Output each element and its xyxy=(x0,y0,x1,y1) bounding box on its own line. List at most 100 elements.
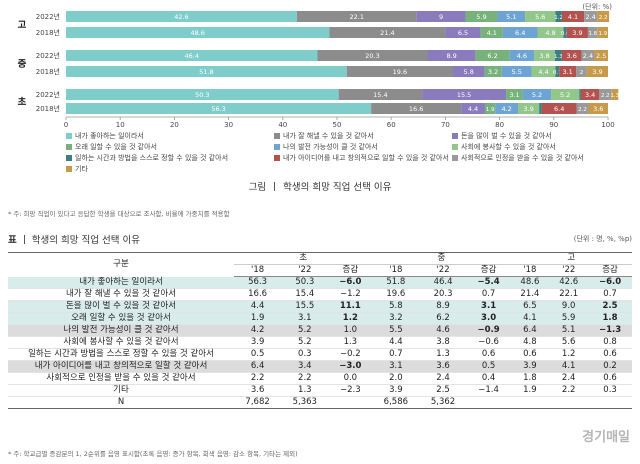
chart-unit: (단위: %) xyxy=(582,3,612,11)
x-tick-label: 40 xyxy=(278,121,287,129)
bar-segment xyxy=(554,50,562,61)
table-cell: 5.6 xyxy=(549,336,589,349)
table-header: 표 학생의 희망 직업 선택 이유 (단위 : 명, %, %p) xyxy=(8,232,632,246)
table-cell: 21.4 xyxy=(510,288,550,301)
bar-segment xyxy=(534,50,555,61)
legend-item: 오래 일할 수 있을 것 같아서 xyxy=(66,142,274,152)
table-cell: 5,363 xyxy=(281,396,329,409)
legend-item: 나의 발전 가능성이 클 것 같아서 xyxy=(274,142,452,152)
bar-segment xyxy=(502,27,538,38)
x-tick-label: 30 xyxy=(224,121,233,129)
data-label: 16.6 xyxy=(409,105,423,113)
table-cell: 3.9 xyxy=(372,384,420,397)
bar-segment xyxy=(584,11,598,22)
year-label: 2022년 xyxy=(36,51,60,60)
bar-segment xyxy=(66,11,297,22)
group-label: 고 xyxy=(18,20,27,31)
data-label: 48.6 xyxy=(190,29,204,37)
table-row: 나의 발전 가능성이 클 것 같아서 4.2 5.2 1.0 5.5 4.6 −0.9 6.4… xyxy=(8,324,632,337)
legend-swatch xyxy=(66,133,72,139)
data-label: 4.1 xyxy=(487,29,497,37)
table-cell: 0.2 xyxy=(588,360,632,373)
table-cell: 5.9 xyxy=(549,312,589,325)
row-label: 내가 좋아하는 일이라서 xyxy=(8,276,234,289)
data-label: 3.1 xyxy=(509,91,519,99)
table-cell: 56.3 xyxy=(234,276,282,289)
sub-header: '22 xyxy=(419,264,467,277)
table-row: 내가 잘 해낼 수 있을 것 같아서 16.6 15.4 −1.2 19.6 20.3 0.… xyxy=(8,288,632,301)
bar-segment xyxy=(561,11,585,22)
table-cell: −1.3 xyxy=(588,324,632,337)
watermark: 경기매일 xyxy=(582,430,630,445)
table-cell: 15.5 xyxy=(281,300,329,313)
group-header: 중 xyxy=(372,252,511,265)
legend-item: 내가 잘 해낼 수 있을 것 같아서 xyxy=(274,131,452,141)
table-cell xyxy=(510,396,550,409)
data-label: 3.9 xyxy=(523,105,533,113)
data-label: 51.8 xyxy=(199,68,213,76)
table-cell: 9.0 xyxy=(549,300,589,313)
x-tick-label: 70 xyxy=(441,121,450,129)
legend-swatch xyxy=(274,155,280,161)
data-label: 4.2 xyxy=(501,105,511,113)
table-cell: 51.8 xyxy=(372,276,420,289)
legend-swatch xyxy=(66,166,72,172)
table-cell: 5.8 xyxy=(372,300,420,313)
data-label: 2.2 xyxy=(599,15,608,21)
table-cell xyxy=(466,396,511,409)
row-label: 돈을 많이 벌 수 있을 것 같아서 xyxy=(8,300,234,313)
data-label: 21.4 xyxy=(380,29,394,37)
data-label: 6.4 xyxy=(515,29,525,37)
data-label: 2.4 xyxy=(585,13,595,21)
x-tick-label: 100 xyxy=(601,121,614,129)
table-row: 기타 3.6 1.3 −2.3 3.9 2.5 −1.4 1.9 2.2 0.3 xyxy=(8,384,632,397)
table-cell: 0.6 xyxy=(510,348,550,361)
table-cell: 1.0 xyxy=(328,324,373,337)
data-label: 2.4 xyxy=(583,52,593,60)
data-label: 5.8 xyxy=(464,68,474,76)
table-cell: 6.4 xyxy=(234,360,282,373)
legend-label: 사회에 봉사할 수 있을 것 같아서 xyxy=(461,143,556,151)
legend-label: 내가 좋아하는 일이라서 xyxy=(75,132,144,140)
table-cell: 1.3 xyxy=(419,348,467,361)
table-cell: 20.3 xyxy=(419,288,467,301)
bar-segment xyxy=(484,66,502,77)
bar-segment xyxy=(484,103,496,114)
row-label: N xyxy=(8,396,234,409)
table-cell: 15.4 xyxy=(281,288,329,301)
table-cell: 5.1 xyxy=(549,324,589,337)
table-cell: 1.2 xyxy=(328,312,373,325)
bar-segment xyxy=(566,27,588,38)
table-cell: 7,682 xyxy=(234,396,282,409)
bar-segment xyxy=(576,103,589,114)
table-cell: 0.0 xyxy=(328,372,373,385)
data-label: 5.1 xyxy=(506,13,516,21)
bar-segment xyxy=(588,103,608,114)
data-label: 3.6 xyxy=(593,105,603,113)
bar-segment xyxy=(579,89,581,100)
table-cell: 5.2 xyxy=(281,336,329,349)
data-label: 1.8 xyxy=(588,31,597,37)
figure-caption: 그림 학생의 희망 직업 선택 이유 xyxy=(0,179,640,193)
bar-segment xyxy=(522,89,552,100)
data-label: 3.9 xyxy=(592,68,602,76)
bar-segment xyxy=(539,103,542,114)
legend-item: 내가 좋아하는 일이라서 xyxy=(66,131,274,141)
year-label: 2018년 xyxy=(36,28,60,37)
data-label: 2.2 xyxy=(601,93,610,99)
table-cell: 4.8 xyxy=(510,336,550,349)
table-cell: 4.2 xyxy=(234,324,282,337)
table-cell: 2.4 xyxy=(419,372,467,385)
data-label: 6.2 xyxy=(487,52,497,60)
data-label: 4.1 xyxy=(568,13,578,21)
legend-item: 돈을 많이 벌 수 있을 것 같아서 xyxy=(452,131,626,141)
legend-label: 내가 잘 해낼 수 있을 것 같아서 xyxy=(283,132,374,140)
data-label: 4.6 xyxy=(517,52,527,60)
row-label: 일하는 시간과 방법을 스스로 정할 수 있을 것 같아서 xyxy=(8,348,234,361)
x-tick-label: 20 xyxy=(170,121,179,129)
bar-segment xyxy=(531,66,556,77)
bar-segment xyxy=(518,103,540,114)
row-label: 사회에 봉사할 수 있을 것 같아서 xyxy=(8,336,234,349)
data-label: 2.5 xyxy=(596,52,606,60)
table-cell: 0.6 xyxy=(588,348,632,361)
